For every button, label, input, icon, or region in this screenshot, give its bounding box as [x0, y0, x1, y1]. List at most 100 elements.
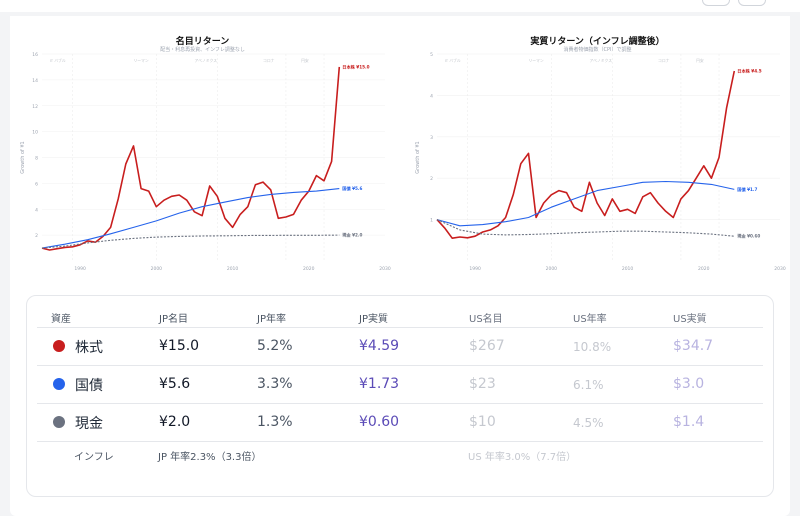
- series-end-label: 現金 ¥2.0: [342, 232, 362, 239]
- y-tick-label: 8: [35, 156, 38, 162]
- us-nominal: $23: [469, 376, 496, 392]
- x-tick-label: 1990: [469, 266, 481, 272]
- series-end-label: 国債 ¥5.6: [342, 185, 362, 192]
- cash-dot-icon: [53, 416, 65, 428]
- inflation-label: インフレ: [74, 452, 114, 463]
- us-annual: 6.1%: [573, 378, 604, 392]
- table-row: 現金 ¥2.0 1.3% ¥0.60 $10 4.5% $1.4: [27, 403, 773, 441]
- header-jp-real: JP実質: [359, 314, 388, 325]
- jp-inflation: JP 年率2.3%（3.3倍）: [158, 452, 262, 463]
- us-annual: 4.5%: [573, 416, 604, 430]
- divider: [37, 365, 763, 366]
- us-real: $3.0: [673, 376, 705, 392]
- jp-real: ¥4.59: [359, 338, 400, 354]
- x-tick-label: 2020: [698, 266, 710, 272]
- series-line-stock: [436, 70, 736, 239]
- event-label: アベノミクス: [589, 58, 612, 63]
- event-label: コロナ: [263, 58, 275, 63]
- event-label: リーマン: [528, 58, 543, 63]
- asset-name: 国債: [75, 378, 103, 394]
- x-tick-label: 2030: [774, 266, 786, 272]
- x-tick-label: 1990: [74, 266, 86, 272]
- nominal-chart-plot: 2 4 6 8 10 12 14 16 1990 2000 2010 2020 2030 IT バブル リー…: [20, 52, 391, 272]
- y-axis-label: Growth of ¥1: [415, 141, 421, 173]
- y-tick-label: 6: [35, 181, 38, 187]
- chart-title: 実質リターン（インフレ調整後）: [530, 37, 665, 47]
- jp-annual: 3.3%: [257, 376, 293, 392]
- returns-table: 資産 JP名目 JP年率 JP実質 US名目 US年率 US実質 株式 ¥15.…: [26, 295, 774, 497]
- us-nominal: $267: [469, 338, 505, 354]
- y-axis-label: Growth of ¥1: [20, 141, 26, 173]
- jp-real: ¥1.73: [359, 376, 400, 392]
- x-tick-label: 2010: [622, 266, 634, 272]
- y-tick-label: 2: [35, 233, 38, 239]
- chart-subtitle: 消費者物価指数（CPI）で調整: [563, 47, 632, 53]
- real-return-chart: 実質リターン（インフレ調整後） 消費者物価指数（CPI）で調整 1 2 3 4 5 199…: [405, 16, 790, 274]
- header-asset: 資産: [51, 314, 71, 325]
- header-jp-nominal: JP名目: [159, 314, 188, 325]
- chart-subtitle: 配当・利息再投資、インフレ調整なし: [160, 47, 245, 53]
- y-tick-label: 10: [32, 130, 38, 136]
- y-tick-label: 1: [430, 218, 433, 224]
- y-tick-label: 2: [430, 176, 433, 182]
- y-tick-label: 16: [32, 52, 38, 58]
- top-bar: [0, 0, 800, 12]
- asset-name: 現金: [75, 416, 103, 432]
- y-tick-label: 4: [35, 207, 38, 213]
- jp-nominal: ¥5.6: [159, 376, 191, 392]
- y-tick-label: 5: [430, 52, 433, 58]
- real-chart-plot: 1 2 3 4 5 1990 2000 2010 2020 2030 IT バブル リーマン アベノミク…: [415, 52, 786, 272]
- event-label: 円安: [301, 58, 309, 63]
- table-row: 国債 ¥5.6 3.3% ¥1.73 $23 6.1% $3.0: [27, 365, 773, 403]
- y-tick-label: 3: [430, 135, 433, 141]
- x-tick-label: 2010: [227, 266, 239, 272]
- us-real: $1.4: [673, 414, 705, 430]
- y-tick-label: 14: [32, 78, 38, 84]
- us-annual: 10.8%: [573, 340, 612, 354]
- x-tick-label: 2000: [546, 266, 558, 272]
- y-tick-label: 4: [430, 93, 433, 99]
- series-line-bond: [41, 188, 340, 249]
- bond-dot-icon: [53, 378, 65, 390]
- jp-nominal: ¥15.0: [159, 338, 200, 354]
- header-jp-annual: JP年率: [257, 314, 286, 325]
- y-tick-label: 12: [32, 104, 38, 110]
- jp-annual: 5.2%: [257, 338, 293, 354]
- event-label: 円安: [696, 58, 704, 63]
- x-tick-label: 2030: [379, 266, 391, 272]
- us-real: $34.7: [673, 338, 714, 354]
- nominal-return-chart: 名目リターン 配当・利息再投資、インフレ調整なし 2 4 6 8 10 12 14 16 199…: [10, 16, 395, 274]
- asset-name: 株式: [75, 340, 103, 356]
- series-end-label: 日本株 ¥15.0: [342, 63, 369, 70]
- us-inflation: US 年率3.0%（7.7倍）: [468, 452, 577, 463]
- stock-dot-icon: [53, 340, 65, 352]
- event-label: IT バブル: [445, 58, 461, 63]
- event-label: コロナ: [658, 58, 670, 63]
- header-us-annual: US年率: [573, 314, 607, 325]
- divider: [37, 403, 763, 404]
- toolbar-button[interactable]: [738, 0, 766, 6]
- toolbar-button[interactable]: [702, 0, 730, 6]
- event-label: アベノミクス: [194, 58, 217, 63]
- header-us-real: US実質: [673, 314, 707, 325]
- us-nominal: $10: [469, 414, 496, 430]
- series-line-cash: [41, 234, 340, 249]
- chart-title: 名目リターン: [175, 37, 230, 47]
- series-end-label: 国債 ¥1.7: [737, 186, 757, 193]
- header-us-nominal: US名目: [469, 314, 503, 325]
- series-end-label: 日本株 ¥4.5: [737, 67, 761, 74]
- divider: [37, 327, 763, 328]
- x-tick-label: 2020: [303, 266, 315, 272]
- jp-annual: 1.3%: [257, 414, 293, 430]
- event-label: リーマン: [133, 58, 148, 63]
- series-end-label: 現金 ¥0.60: [737, 233, 760, 240]
- jp-real: ¥0.60: [359, 414, 400, 430]
- x-tick-label: 2000: [151, 266, 163, 272]
- jp-nominal: ¥2.0: [159, 414, 191, 430]
- series-line-stock: [41, 66, 341, 251]
- series-line-bond: [436, 180, 735, 227]
- event-label: IT バブル: [50, 58, 66, 63]
- table-row: 株式 ¥15.0 5.2% ¥4.59 $267 10.8% $34.7: [27, 327, 773, 365]
- divider: [37, 441, 763, 442]
- series-line-cash: [436, 219, 735, 237]
